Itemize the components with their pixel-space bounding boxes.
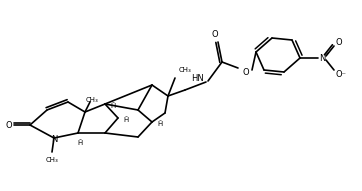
Text: N: N [319, 53, 325, 62]
Text: CH₃: CH₃ [86, 97, 98, 103]
Text: HN: HN [191, 74, 205, 83]
Text: +: + [325, 50, 329, 56]
Text: O: O [6, 121, 12, 129]
Text: O: O [212, 29, 218, 39]
Text: O⁻: O⁻ [336, 70, 346, 79]
Text: N: N [51, 134, 57, 143]
Text: O: O [336, 37, 342, 46]
Text: H̄: H̄ [110, 103, 115, 109]
Text: H̄: H̄ [77, 140, 83, 146]
Text: CH₃: CH₃ [179, 67, 192, 73]
Text: H̄: H̄ [157, 121, 163, 127]
Text: H̄: H̄ [123, 117, 129, 123]
Text: O: O [243, 67, 249, 77]
Text: CH₃: CH₃ [46, 157, 58, 163]
